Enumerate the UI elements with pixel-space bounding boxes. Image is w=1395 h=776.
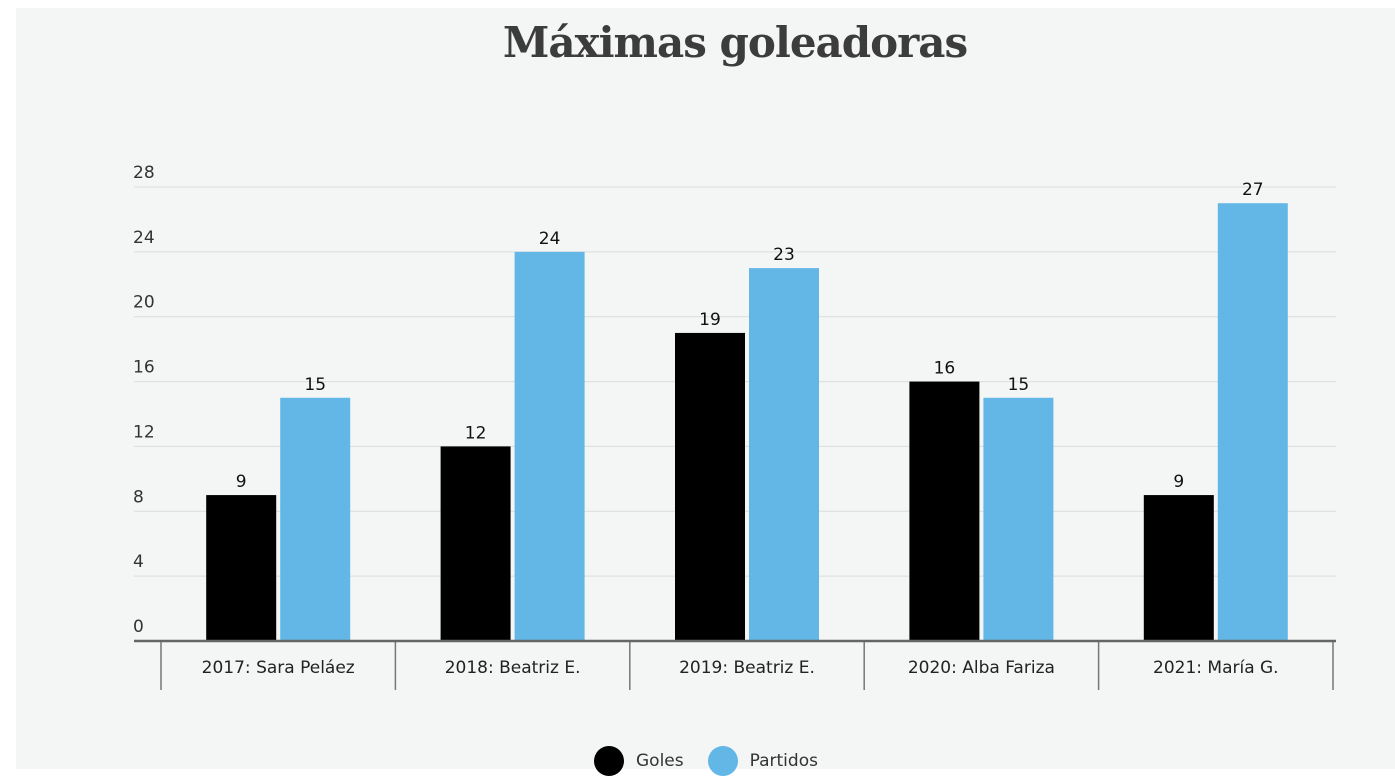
bar-partidos-4 xyxy=(1217,203,1288,641)
y-tick-label-28: 28 xyxy=(133,163,155,183)
legend-item-goles[interactable]: Goles xyxy=(594,746,684,776)
bar-goles-3 xyxy=(909,381,980,641)
x-tick-label-0: 2017: Sara Peláez xyxy=(202,658,355,678)
y-tick-label-24: 24 xyxy=(133,228,155,248)
y-tick-label-20: 20 xyxy=(133,293,155,313)
chart-legend: Goles Partidos xyxy=(594,746,828,776)
x-tick-label-3: 2020: Alba Fariza xyxy=(908,658,1055,678)
bar-goles-2 xyxy=(675,332,745,641)
data-label-partidos-3: 15 xyxy=(1008,375,1030,395)
data-label-goles-0: 9 xyxy=(236,472,247,492)
legend-label-partidos: Partidos xyxy=(749,751,818,771)
x-tick-label-4: 2021: María G. xyxy=(1153,658,1279,678)
y-tick-label-0: 0 xyxy=(133,617,144,637)
data-label-partidos-4: 27 xyxy=(1242,180,1264,200)
y-tick-label-12: 12 xyxy=(133,422,155,442)
data-label-goles-1: 12 xyxy=(465,423,487,443)
y-tick-label-16: 16 xyxy=(133,358,155,378)
x-tick-label-2: 2019: Beatriz E. xyxy=(679,658,815,678)
legend-item-partidos[interactable]: Partidos xyxy=(707,746,818,776)
bar-goles-0 xyxy=(206,495,277,641)
x-tick-label-1: 2018: Beatriz E. xyxy=(445,658,581,678)
data-label-goles-2: 19 xyxy=(699,310,721,330)
data-label-goles-3: 16 xyxy=(934,359,956,379)
bar-goles-1 xyxy=(440,446,511,641)
data-label-partidos-0: 15 xyxy=(304,375,326,395)
bar-partidos-2 xyxy=(749,268,819,641)
legend-swatch-goles xyxy=(594,746,624,776)
legend-label-goles: Goles xyxy=(636,751,684,771)
bar-goles-4 xyxy=(1143,495,1214,641)
data-label-goles-4: 9 xyxy=(1173,472,1184,492)
y-tick-label-8: 8 xyxy=(133,487,144,507)
bar-partidos-3 xyxy=(983,397,1054,641)
legend-swatch-partidos xyxy=(707,746,738,776)
data-label-partidos-2: 23 xyxy=(773,245,795,265)
chart-title: Máximas goleadoras xyxy=(502,18,968,67)
y-tick-label-4: 4 xyxy=(133,552,144,572)
data-label-partidos-1: 24 xyxy=(539,229,561,249)
bar-partidos-0 xyxy=(280,397,351,641)
bar-partidos-1 xyxy=(514,251,585,641)
